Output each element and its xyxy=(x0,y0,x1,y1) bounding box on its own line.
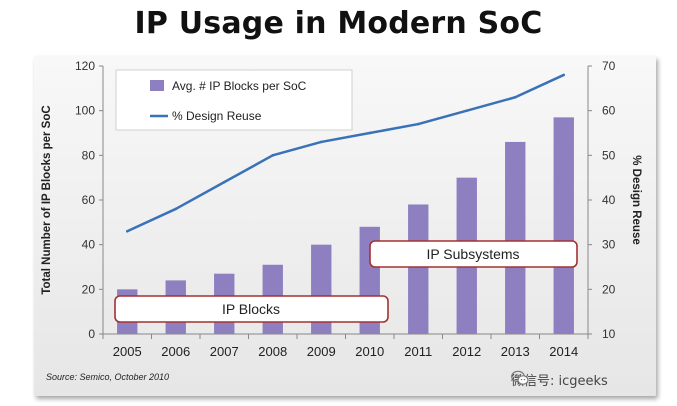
legend: Avg. # IP Blocks per SoC % Design Reuse xyxy=(115,69,353,131)
x-tick-label: 2013 xyxy=(501,344,530,359)
y-left-tick-label: 0 xyxy=(88,327,95,341)
x-tick-label: 2008 xyxy=(258,344,287,359)
y-right-tick-label: 50 xyxy=(602,148,616,162)
bar-2014 xyxy=(553,117,574,334)
line-series xyxy=(125,73,566,233)
line-point-2006 xyxy=(174,207,178,211)
y-left-tick-label: 40 xyxy=(82,238,96,252)
callout-subsystems-box xyxy=(369,240,578,268)
y-right-tick-label: 40 xyxy=(602,193,616,207)
y-axis-left-label: Total Number of IP Blocks per SoC xyxy=(41,105,53,294)
design-reuse-line xyxy=(126,73,565,233)
callout-ipblocks-label: IP Blocks xyxy=(222,301,280,317)
y-right-tick-label: 10 xyxy=(602,327,616,341)
watermark-text: 微信号: icgeeks xyxy=(511,374,608,389)
y-right-tick-label: 70 xyxy=(602,59,616,73)
x-tick-label: 2006 xyxy=(161,344,190,359)
chart-title: IP Usage in Modern SoC xyxy=(134,6,543,41)
bar-2013 xyxy=(505,141,526,334)
wechat-icon xyxy=(511,370,529,385)
line-point-2013 xyxy=(513,95,517,99)
line-point-2011 xyxy=(416,122,420,126)
callout-ipblocks-box xyxy=(114,295,389,323)
legend-bar-label: Avg. # IP Blocks per SoC xyxy=(172,79,307,93)
bar-2011 xyxy=(408,204,429,334)
x-tick-label: 2012 xyxy=(452,344,481,359)
y-right-tick-label: 20 xyxy=(602,282,616,296)
line-point-2007 xyxy=(222,180,226,184)
line-point-2012 xyxy=(465,109,469,112)
line-point-2005 xyxy=(125,229,129,233)
x-tick-label: 2011 xyxy=(404,344,432,359)
y-right-tick-label: 30 xyxy=(602,238,616,252)
line-point-2010 xyxy=(368,131,372,135)
legend-line-label: % Design Reuse xyxy=(172,109,262,123)
x-tick-label: 2010 xyxy=(355,344,384,359)
y-right-tick-label: 60 xyxy=(602,104,616,118)
x-tick-label: 2005 xyxy=(113,344,142,359)
y-left-tick-label: 60 xyxy=(82,193,96,207)
y-axis-right-label: % Design Reuse xyxy=(630,155,642,244)
line-point-2008 xyxy=(271,154,275,157)
y-left-tick-label: 100 xyxy=(75,104,95,118)
y-left-tick-label: 80 xyxy=(82,148,96,162)
source-note: Source: Semico, October 2010 xyxy=(46,372,169,382)
x-tick-label: 2009 xyxy=(307,344,336,359)
line-point-2009 xyxy=(319,140,323,144)
y-left-tick-label: 20 xyxy=(82,282,96,296)
y-left-tick-label: 120 xyxy=(75,59,95,73)
x-tick-label: 2014 xyxy=(549,344,578,359)
x-tick-label: 2007 xyxy=(210,344,239,359)
callout-subsystems-label: IP Subsystems xyxy=(426,246,519,262)
axes: 0 20 40 60 80 100 120 10 20 30 40 50 60 70 2005 2006 200… xyxy=(75,59,616,359)
line-point-2014 xyxy=(562,73,566,77)
legend-bar-swatch xyxy=(150,80,164,91)
watermark: 微信号: icgeeks xyxy=(511,370,608,389)
